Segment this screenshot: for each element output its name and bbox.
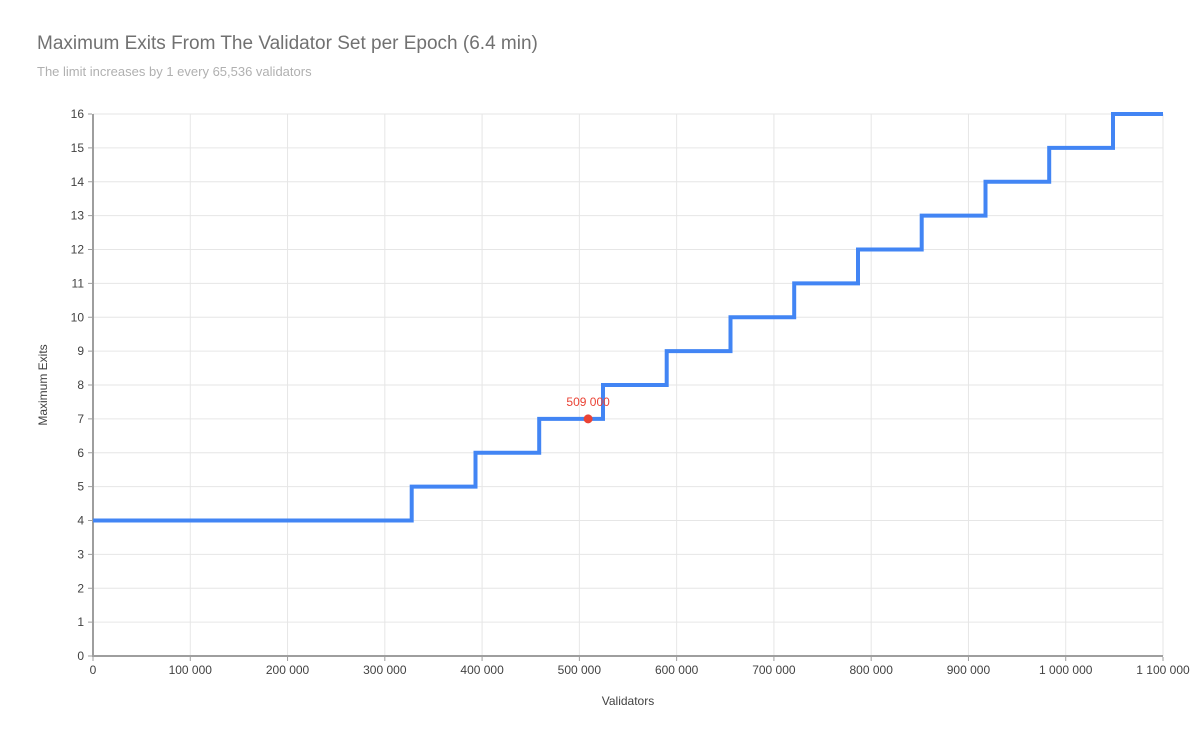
y-tick-label: 9	[77, 344, 84, 358]
x-tick-label: 800 000	[849, 663, 893, 677]
y-tick-label: 2	[77, 581, 84, 595]
x-tick-label: 100 000	[169, 663, 213, 677]
x-tick-label: 1 100 000	[1136, 663, 1190, 677]
y-tick-label: 3	[77, 547, 84, 561]
y-tick-label: 11	[72, 276, 85, 290]
chart-title: Maximum Exits From The Validator Set per…	[37, 33, 538, 54]
x-tick-label: 400 000	[460, 663, 504, 677]
x-axis-title: Validators	[601, 694, 655, 708]
y-tick-label: 7	[77, 412, 84, 426]
x-tick-label: 1 000 000	[1039, 663, 1093, 677]
y-tick-label: 6	[77, 446, 84, 460]
y-tick-label: 0	[77, 649, 84, 663]
y-axis-title: Maximum Exits	[36, 344, 50, 426]
y-tick-label: 16	[71, 107, 85, 121]
y-tick-label: 8	[77, 378, 84, 392]
y-tick-label: 14	[71, 175, 85, 189]
y-tick-label: 13	[71, 209, 85, 223]
x-tick-label: 200 000	[266, 663, 310, 677]
series-step-line[interactable]	[93, 112, 1163, 523]
x-tick-label: 300 000	[363, 663, 407, 677]
y-tick-label: 10	[71, 310, 85, 324]
chart-subtitle: The limit increases by 1 every 65,536 va…	[37, 64, 312, 79]
y-tick-label: 1	[77, 615, 84, 629]
x-tick-label: 500 000	[558, 663, 602, 677]
y-tick-label: 15	[71, 141, 85, 155]
annotation-label: 509 000	[566, 395, 610, 409]
y-tick-label: 4	[77, 514, 84, 528]
annotation-point[interactable]	[583, 414, 593, 424]
y-tick-label: 12	[71, 243, 85, 257]
x-tick-label: 900 000	[947, 663, 991, 677]
x-tick-label: 0	[90, 663, 97, 677]
y-tick-label: 5	[77, 480, 84, 494]
x-tick-label: 600 000	[655, 663, 699, 677]
x-tick-label: 700 000	[752, 663, 796, 677]
